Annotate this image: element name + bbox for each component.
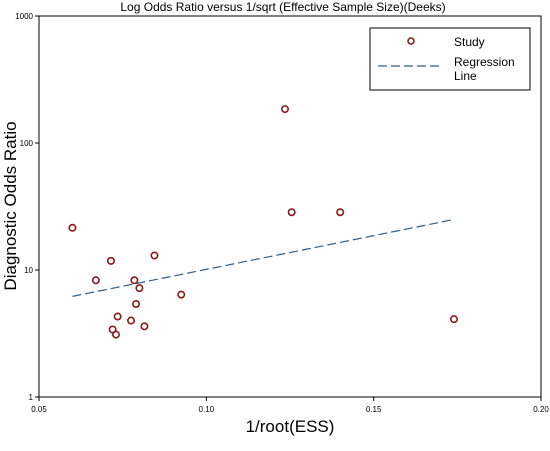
study-point — [280, 105, 289, 114]
legend-study-label: Study — [454, 35, 485, 49]
study-point — [140, 322, 149, 331]
study-point — [68, 223, 77, 232]
y-axis-title: Diagnostic Odds Ratio — [1, 121, 20, 290]
y-tick-label: 1 — [29, 393, 34, 402]
legend-box — [369, 27, 531, 91]
legend-regression-label-line2: Line — [454, 69, 477, 83]
legend-regression-label-line1: Regression — [454, 55, 515, 69]
study-point — [449, 315, 458, 324]
chart-title: Log Odds Ratio versus 1/sqrt (Effective … — [120, 0, 445, 14]
marks — [68, 105, 458, 339]
x-tick-label: 0.10 — [199, 405, 215, 414]
legend-study-marker — [407, 37, 415, 45]
y-tick-label: 1000 — [15, 12, 33, 21]
study-point — [127, 316, 136, 325]
study-point — [150, 251, 159, 260]
x-tick-label: 0.15 — [366, 405, 382, 414]
study-point — [106, 256, 115, 265]
study-point — [177, 290, 186, 299]
y-tick-label: 100 — [20, 139, 34, 148]
legend: Study Regression Line — [369, 27, 531, 91]
x-axis-title: 1/root(ESS) — [246, 417, 335, 436]
study-point — [287, 208, 296, 217]
x-tick-label: 0.20 — [533, 405, 549, 414]
x-tick-label: 0.05 — [31, 405, 47, 414]
study-point — [130, 276, 139, 285]
study-point — [91, 276, 100, 285]
study-point — [111, 330, 120, 339]
study-point — [132, 299, 141, 308]
ticks: 0.05 0.10 0.15 0.20 1 10 100 1000 — [15, 12, 549, 414]
study-point — [135, 284, 144, 293]
study-point — [336, 208, 345, 217]
study-point — [113, 312, 122, 321]
y-tick-label: 10 — [24, 266, 33, 275]
